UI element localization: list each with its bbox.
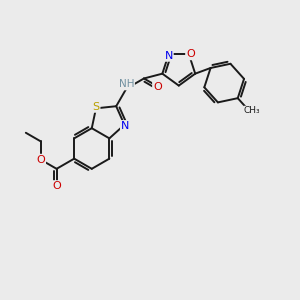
Text: O: O [186, 50, 195, 59]
Text: N: N [121, 121, 129, 131]
Text: CH₃: CH₃ [244, 106, 261, 116]
Text: O: O [52, 181, 61, 191]
Text: NH: NH [118, 80, 134, 89]
Text: O: O [153, 82, 162, 92]
Text: S: S [92, 102, 100, 112]
Text: O: O [36, 155, 45, 165]
Text: N: N [164, 51, 173, 61]
